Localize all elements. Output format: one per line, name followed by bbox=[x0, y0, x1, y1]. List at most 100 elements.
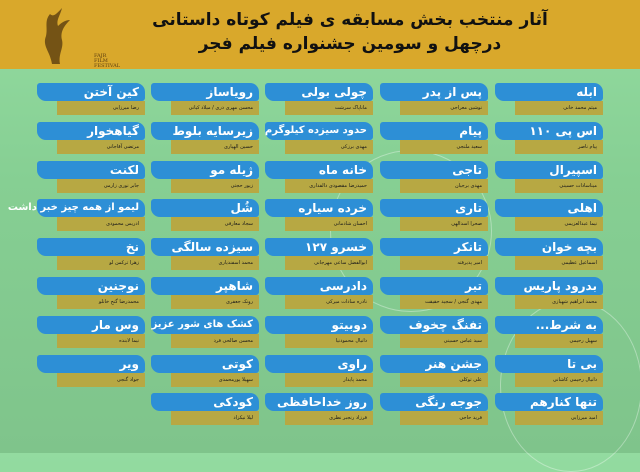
film-director: نوشین معراجی bbox=[400, 101, 488, 115]
film-title: بچه خوان bbox=[495, 238, 603, 257]
film-card: اس پی ۱۱۰ پیام ناصر bbox=[495, 121, 603, 155]
film-title: چولی بولی bbox=[265, 83, 373, 101]
film-title: اس پی ۱۱۰ bbox=[495, 121, 603, 140]
film-card: حدود سیزده کیلوگرم مهدی برزکی bbox=[265, 121, 373, 155]
film-card: دوبیتو دانیال محمودنیا bbox=[265, 315, 373, 349]
film-card: کشک های شور عزیز محسن صالحی فرد bbox=[151, 315, 259, 349]
film-director: ماناپاک سرشت bbox=[285, 101, 373, 115]
film-director: مرتضی آقاجانی bbox=[57, 139, 145, 154]
film-title: جشن هنر bbox=[380, 354, 488, 373]
film-title: تانکر bbox=[380, 238, 488, 257]
film-card: ویر جواد گنجی bbox=[37, 354, 145, 388]
film-title: اهلی bbox=[495, 199, 603, 218]
film-director: مهدی گنجی / سجید حقیقت bbox=[400, 295, 488, 309]
film-card: کین آختن رضا میرزایی bbox=[37, 83, 145, 116]
film-title: شاهپر bbox=[151, 277, 259, 295]
film-director: فرید حاجی bbox=[400, 411, 488, 426]
film-director: جواد گنجی bbox=[57, 372, 145, 387]
film-director: رونک جعفری bbox=[171, 295, 259, 309]
film-card: بدرود پاریس محمد ابراهیم شهبازی bbox=[495, 277, 603, 310]
film-director: سهیل رحیمی bbox=[515, 333, 603, 348]
film-card: رویاساز محسن مهری دری / میلاد کیانی bbox=[151, 83, 259, 116]
film-card: تفنگ چخوف سید عباس حسینی bbox=[380, 315, 488, 349]
film-card: خانه ماه حمیدرضا مقصودی دالفداری bbox=[265, 160, 373, 194]
film-title: پس از پدر bbox=[380, 83, 488, 101]
film-director: ادریس محمودی bbox=[57, 217, 145, 232]
film-card: تنها کنارهم امید میرزایی bbox=[495, 393, 603, 426]
film-title: کودکی bbox=[151, 393, 259, 412]
film-title: ویر bbox=[37, 354, 145, 373]
film-title: تاجی bbox=[380, 160, 488, 179]
film-title: خرده سیاره bbox=[265, 199, 373, 218]
film-card: چولی بولی ماناپاک سرشت bbox=[265, 83, 373, 116]
film-director: حمیدرضا مقصودی دالفداری bbox=[285, 178, 373, 193]
film-director: سهیلا پورمحمدی bbox=[171, 372, 259, 387]
film-card: کودکی لیلا نیکزاد bbox=[151, 393, 259, 426]
header-banner: FAJR FILM FESTIVAL آثار منتخب بخش مسابقه… bbox=[0, 0, 640, 69]
film-card: ابله میثم محمد خانی bbox=[495, 83, 603, 116]
film-director: مهدی برجیان bbox=[400, 178, 488, 193]
film-card: نخ زهرا ترکمن لو bbox=[37, 238, 145, 271]
film-card: لیمو از همه چیز خبر داشت ادریس محمودی bbox=[8, 199, 145, 232]
film-director: سجاد معارفی bbox=[171, 217, 259, 232]
film-title: حدود سیزده کیلوگرم bbox=[265, 121, 373, 140]
film-title: جوجه رنگی bbox=[380, 393, 488, 412]
film-card: سیزده سالگی محمد اسفندیاری bbox=[151, 238, 259, 271]
film-card: روز خداحافظی فرزاد رنجبر نظری bbox=[265, 393, 373, 426]
film-card: تانکر امیر پذیرفته bbox=[380, 238, 488, 271]
film-director: محمد پایدار bbox=[285, 372, 373, 387]
film-director: علی توکلی bbox=[400, 372, 488, 387]
film-title: لیمو از همه چیز خبر داشت bbox=[8, 199, 145, 218]
film-title: دادرسی bbox=[265, 277, 373, 295]
film-title: بدرود پاریس bbox=[495, 277, 603, 295]
film-title: به شرط... bbox=[495, 315, 603, 334]
film-card: خرده سیاره احسان شادمانی bbox=[265, 199, 373, 232]
film-card: کوتی سهیلا پورمحمدی bbox=[151, 354, 259, 388]
film-card: اسپیرال میناسادات حسینی bbox=[495, 160, 603, 194]
film-title: راوی bbox=[265, 354, 373, 373]
film-card: تبر مهدی گنجی / سجید حقیقت bbox=[380, 277, 488, 310]
film-card: نوجنین محمدرضا گنج خانلو bbox=[37, 277, 145, 310]
film-title: ژیله مو bbox=[151, 160, 259, 179]
film-card: وس مار نیما لابنده bbox=[37, 315, 145, 349]
film-director: لیلا نیکزاد bbox=[171, 411, 259, 426]
film-card: جوجه رنگی فرید حاجی bbox=[380, 393, 488, 426]
film-director: نادره سادات میرکی bbox=[285, 295, 373, 309]
film-title: تاری bbox=[380, 199, 488, 218]
film-director: فرزاد رنجبر نظری bbox=[285, 411, 373, 426]
film-director: صحرا اسدالهی bbox=[400, 217, 488, 232]
film-director: پیام ناصر bbox=[515, 139, 603, 154]
film-card: لکنت جابر نوری زارمی bbox=[37, 160, 145, 194]
film-director: سعید ملنجی bbox=[400, 139, 488, 154]
film-card: راوی محمد پایدار bbox=[265, 354, 373, 388]
film-card: بچه خوان اسماعیل عظیمی bbox=[495, 238, 603, 271]
film-card: تاری صحرا اسدالهی bbox=[380, 199, 488, 232]
film-director: محسن صالحی فرد bbox=[171, 333, 259, 348]
film-director: مهدی برزکی bbox=[285, 139, 373, 154]
film-title: نوجنین bbox=[37, 277, 145, 295]
film-card: گیاهخوار مرتضی آقاجانی bbox=[37, 121, 145, 155]
film-director: اسماعیل عظیمی bbox=[515, 256, 603, 271]
page-title-line-2: درچهل و سومین جشنواره فیلم فجر bbox=[198, 34, 502, 54]
film-title: دوبیتو bbox=[265, 315, 373, 334]
film-director: محمد اسفندیاری bbox=[171, 256, 259, 271]
film-director: امید میرزایی bbox=[515, 411, 603, 426]
film-title: وس مار bbox=[37, 315, 145, 334]
logo-text: FAJR FILM FESTIVAL bbox=[94, 53, 121, 69]
film-director: زهرا ترکمن لو bbox=[57, 256, 145, 271]
film-title: خسرو ۱۲۷ bbox=[265, 238, 373, 257]
film-director: ابوالفضل ساعی مهرجانی bbox=[285, 256, 373, 271]
film-director: جابر نوری زارمی bbox=[57, 178, 145, 193]
film-card: بی تا دانیال رحیمی کاشانی bbox=[495, 354, 603, 388]
film-title: نخ bbox=[37, 238, 145, 257]
film-title: زیرسایه بلوط bbox=[151, 121, 259, 140]
film-card: جشن هنر علی توکلی bbox=[380, 354, 488, 388]
film-director: دانیال محمودنیا bbox=[285, 333, 373, 348]
film-director: نیما عبدالعزیمی bbox=[515, 217, 603, 232]
film-title: اسپیرال bbox=[495, 160, 603, 179]
film-title: کین آختن bbox=[37, 83, 145, 101]
festival-logo: FAJR FILM FESTIVAL bbox=[32, 6, 120, 69]
film-title: سیزده سالگی bbox=[151, 238, 259, 257]
film-card: پس از پدر نوشین معراجی bbox=[380, 83, 488, 116]
film-title: شُل bbox=[151, 199, 259, 218]
